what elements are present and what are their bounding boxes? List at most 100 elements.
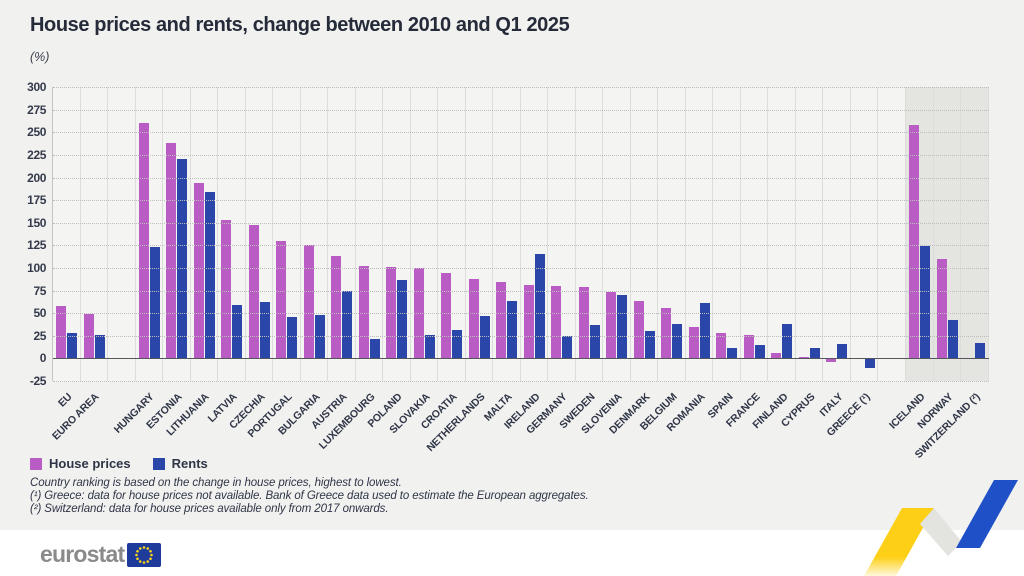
rents-bar <box>809 347 820 359</box>
rents-bar <box>562 335 573 359</box>
house-prices-bar <box>826 358 837 362</box>
rents-bar <box>397 279 408 359</box>
legend-item-house-prices: House prices <box>30 456 131 471</box>
chart-column-croatia <box>438 87 466 381</box>
unit-label: (%) <box>30 50 50 64</box>
footnote-ranking: Country ranking is based on the change i… <box>30 477 402 489</box>
rents-bar <box>507 301 518 359</box>
eurostat-logo-text: eurostat <box>40 541 125 567</box>
chart-column-austria <box>328 87 356 381</box>
footnote-switzerland: (²) Switzerland: data for house prices a… <box>30 503 389 515</box>
zigzag-trend-decoration-icon <box>864 480 1018 576</box>
page-title: House prices and rents, change between 2… <box>30 14 570 36</box>
chart-column-malta <box>493 87 521 381</box>
rents-bar <box>287 316 298 359</box>
footnote-greece: (¹) Greece: data for house prices not av… <box>30 490 589 502</box>
gridline <box>53 177 989 179</box>
rents-bar <box>369 338 380 359</box>
gridline <box>53 381 989 382</box>
chart-plot-area <box>52 87 989 382</box>
chart-column-netherlands <box>466 87 494 381</box>
rents-bar <box>837 343 848 359</box>
chart-column-greece <box>851 87 879 381</box>
house-prices-bar <box>166 143 177 359</box>
chart-column-eu <box>53 87 81 381</box>
chart-column-bulgaria <box>301 87 329 381</box>
chart-column-iceland <box>905 87 934 381</box>
gridline <box>53 290 989 292</box>
house-prices-bar <box>413 267 424 359</box>
footer-band <box>0 530 1024 576</box>
gridline <box>53 200 989 202</box>
house-prices-bar <box>138 123 149 359</box>
house-prices-bar <box>303 245 314 359</box>
gridline <box>53 245 989 247</box>
y-tick-label: 300 <box>27 80 46 94</box>
legend-house-prices-label: House prices <box>49 456 131 471</box>
house-prices-bar <box>523 285 534 359</box>
house-prices-bar <box>331 256 342 359</box>
chart-column-italy <box>823 87 851 381</box>
rents-bar <box>672 324 683 359</box>
rents-bar <box>479 315 490 359</box>
group-separator-column <box>878 87 906 381</box>
footnotes: Country ranking is based on the change i… <box>30 477 589 516</box>
group-separator-column <box>108 87 136 381</box>
house-prices-bar <box>386 267 397 359</box>
chart-columns <box>53 87 989 381</box>
house-prices-bar <box>798 357 809 359</box>
chart-column-france <box>741 87 769 381</box>
y-tick-label: 125 <box>27 238 46 253</box>
chart-column-switzerland <box>961 87 989 381</box>
y-tick-label: 150 <box>27 215 46 230</box>
gridline <box>53 267 989 269</box>
chart-column-finland <box>768 87 796 381</box>
rents-bar <box>232 305 243 359</box>
y-tick-label: -25 <box>29 374 47 388</box>
rents-bar <box>727 347 738 359</box>
chart-column-denmark <box>631 87 659 381</box>
rents-bar <box>947 319 958 359</box>
house-prices-bar <box>908 125 919 359</box>
house-prices-bar <box>193 182 204 359</box>
rents-bar <box>149 247 160 359</box>
y-tick-label: 50 <box>33 306 46 321</box>
rents-bar <box>94 334 105 359</box>
y-tick-label: 75 <box>33 283 46 298</box>
gridline <box>53 313 989 315</box>
rents-bar <box>204 191 215 359</box>
house-prices-bar <box>633 300 644 359</box>
rents-bar <box>975 343 986 359</box>
house-prices-bar <box>578 286 589 359</box>
chart-column-slovakia <box>411 87 439 381</box>
rents-bar <box>259 302 270 359</box>
zero-axis-line <box>53 358 989 360</box>
rents-bar <box>617 295 628 359</box>
rents-bar <box>534 254 545 359</box>
rents-bar <box>452 330 463 359</box>
gridline <box>53 109 989 111</box>
rents-bar <box>754 344 765 359</box>
y-axis-labels: 300 275 250 225 200 175 150 125 100 75 50 25 0 -25 <box>0 80 47 388</box>
rents-bar <box>782 324 793 359</box>
house-prices-swatch-icon <box>30 457 42 470</box>
chart-column-hungary <box>136 87 164 381</box>
chart-column-belgium <box>658 87 686 381</box>
y-tick-label: 275 <box>27 102 46 117</box>
rents-bar <box>342 290 353 359</box>
rents-bar <box>919 246 930 359</box>
chart-column-czechia <box>246 87 274 381</box>
gridline <box>53 222 989 224</box>
y-tick-label: 175 <box>27 193 46 208</box>
house-prices-bar <box>771 353 782 359</box>
y-tick-label: 225 <box>27 147 46 162</box>
chart-column-cyprus <box>796 87 824 381</box>
chart-column-sweden <box>576 87 604 381</box>
rents-bar <box>177 159 188 359</box>
house-prices-bar <box>496 281 507 359</box>
rents-bar <box>589 324 600 359</box>
y-tick-label: 0 <box>39 351 47 366</box>
chart-column-euro-area <box>81 87 109 381</box>
house-prices-bar <box>441 273 452 359</box>
